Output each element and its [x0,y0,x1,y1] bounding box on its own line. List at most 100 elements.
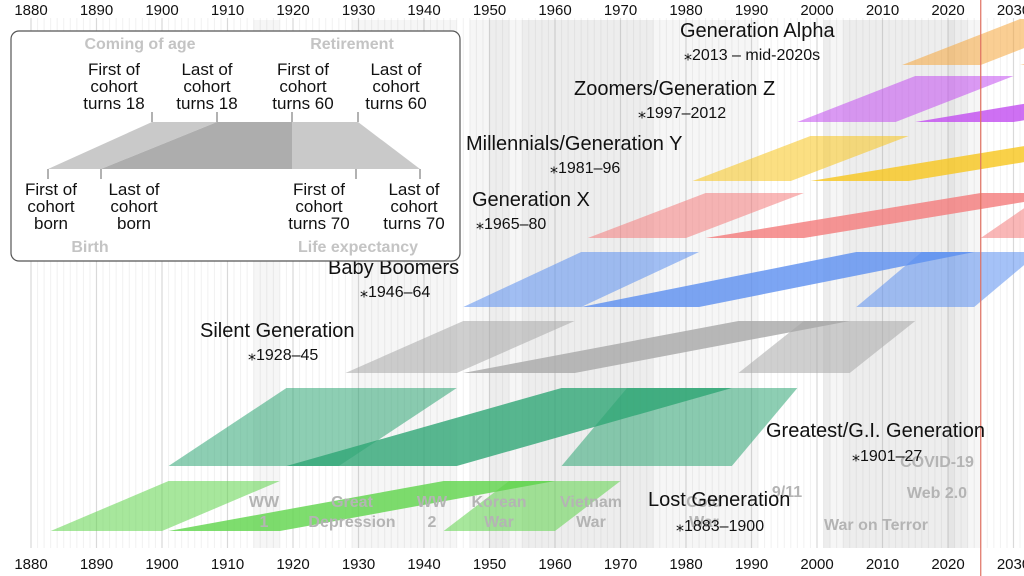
axis-tick-label-top: 2020 [931,2,964,19]
axis-tick-label-bottom: 2000 [800,556,833,573]
generation-years-silent: ⁎1928–45 [248,347,318,364]
legend-label-line: Last of [388,180,439,199]
legend-label-line: cohort [110,197,158,216]
generation-phase [705,193,1024,238]
generation-band-zoomers [797,76,1024,122]
axis-tick-label-bottom: 1890 [80,556,113,573]
event-label-ww1: WW 1 [249,494,280,531]
event-label-line: Cold [686,494,722,511]
axis-tick-label-top: 1960 [538,2,571,19]
axis-tick-label-top: 1900 [145,2,178,19]
axis-tick-label-top: 1890 [80,2,113,19]
legend-label-line: turns 18 [176,94,237,113]
event-label-line: WW [249,494,280,511]
legend-label-line: cohort [390,197,438,216]
legend-bottom-label: First of cohort born [25,180,77,233]
event-band-nine-eleven [823,20,831,548]
generation-years-alpha: ⁎2013 – mid-2020s [684,47,820,64]
event-label-line: COVID-19 [900,454,974,471]
legend-phase-retired [292,122,420,169]
axis-tick-label-top: 1940 [407,2,440,19]
generation-phase [168,481,556,531]
generation-name-lost: Lost Generation [648,489,790,511]
event-label-line: 2 [428,514,437,531]
axis-tick-label-bottom: 2020 [931,556,964,573]
axis-tick-label-bottom: 1950 [473,556,506,573]
event-label-line: War [484,514,514,531]
generation-phase [168,388,457,466]
axis-tick-label-bottom: 1960 [538,556,571,573]
event-label-ww2: WW 2 [417,494,448,531]
generation-phase [856,252,1024,307]
legend-top-label: First of cohort turns 18 [83,60,144,113]
axis-tick-label-top: 2010 [866,2,899,19]
event-label-great-depression: Great Depression [308,494,395,531]
legend-coming-of-age: Coming of age [84,36,195,53]
generation-name-greatest: Greatest/G.I. Generation [766,420,985,442]
axis-tick-label-bottom: 1910 [211,556,244,573]
axis-tick-label-top: 1970 [604,2,637,19]
axis-tick-label-bottom: 2010 [866,556,899,573]
generation-phase [463,252,700,307]
generation-bands [50,19,1024,531]
event-label-line: Web 2.0 [907,485,967,502]
event-label-cold-war: Cold War [686,494,722,531]
generation-years-lost: ⁎1883–1900 [676,518,764,535]
event-label-nine-eleven: 9/11 [772,484,802,501]
generation-phase [1020,64,1024,65]
event-label-web-2: Web 2.0 [907,485,967,502]
axis-tick-label-bottom: 1980 [669,556,702,573]
generation-phase [587,193,804,238]
generation-years-genx: ⁎1965–80 [476,216,546,233]
axis-tick-label-bottom: 1880 [14,556,47,573]
axis-tick-label-bottom: 1900 [145,556,178,573]
axis-tick-label-top: 1980 [669,2,702,19]
generation-phase [738,321,916,373]
legend-label-line: First of [293,180,345,199]
legend-label-line: born [34,214,68,233]
legend-label-line: cohort [279,77,327,96]
legend-box: Coming of age Retirement Birth Life expecta… [10,30,461,262]
legend-label-line: Last of [108,180,159,199]
legend-label-line: turns 70 [383,214,444,233]
axis-tick-label-top: 1950 [473,2,506,19]
legend-label-line: turns 60 [272,94,333,113]
generation-band-silent [345,321,916,373]
generation-phase [50,481,280,531]
generation-name-alpha: Generation Alpha [680,20,835,42]
event-label-covid-19: COVID-19 [900,454,974,471]
event-labels: WW 1 Great Depression WW 2 Korean War Vietnam War… [249,454,974,534]
generation-band-greatest [168,388,798,466]
event-label-war-on-terror: War on Terror [824,517,928,534]
event-label-korean-war: Korean War [471,494,526,531]
generation-name-genx: Generation X [472,189,590,211]
axis-labels: 1880 1880 1890 1890 1900 1900 1910 1910 1920 1920… [14,2,1024,573]
generation-years-zoomers: ⁎1997–2012 [638,105,726,122]
event-label-vietnam-war: Vietnam War [560,494,622,531]
axis-tick-label-bottom: 1970 [604,556,637,573]
legend-bottom-label: Last of cohort turns 70 [383,180,444,233]
event-label-line: War [576,514,606,531]
legend-label-line: Last of [181,60,232,79]
generation-years-greatest: ⁎1901–27 [852,448,922,465]
generation-phase [463,321,850,373]
legend-phase-youth [48,122,217,169]
legend-label-line: cohort [90,77,138,96]
generation-band-boomers [463,252,1024,307]
axis-tick-label-top: 1910 [211,2,244,19]
axis-tick-label-top: 2000 [800,2,833,19]
legend-top-label: First of cohort turns 60 [272,60,333,113]
event-label-line: WW [417,494,448,511]
event-label-line: Korean [471,494,526,511]
legend-life-expectancy: Life expectancy [298,239,418,256]
generation-phase [915,103,1024,122]
axis-tick-label-bottom: 1990 [735,556,768,573]
legend-birth: Birth [71,239,108,256]
generation-name-millennials: Millennials/Generation Y [466,133,682,155]
event-label-line: 1 [260,514,269,531]
event-label-line: War [689,514,719,531]
generation-phase [581,252,975,307]
generation-years-millennials: ⁎1981–96 [550,160,620,177]
axis-tick-label-bottom: 1930 [342,556,375,573]
legend-label-line: cohort [27,197,75,216]
